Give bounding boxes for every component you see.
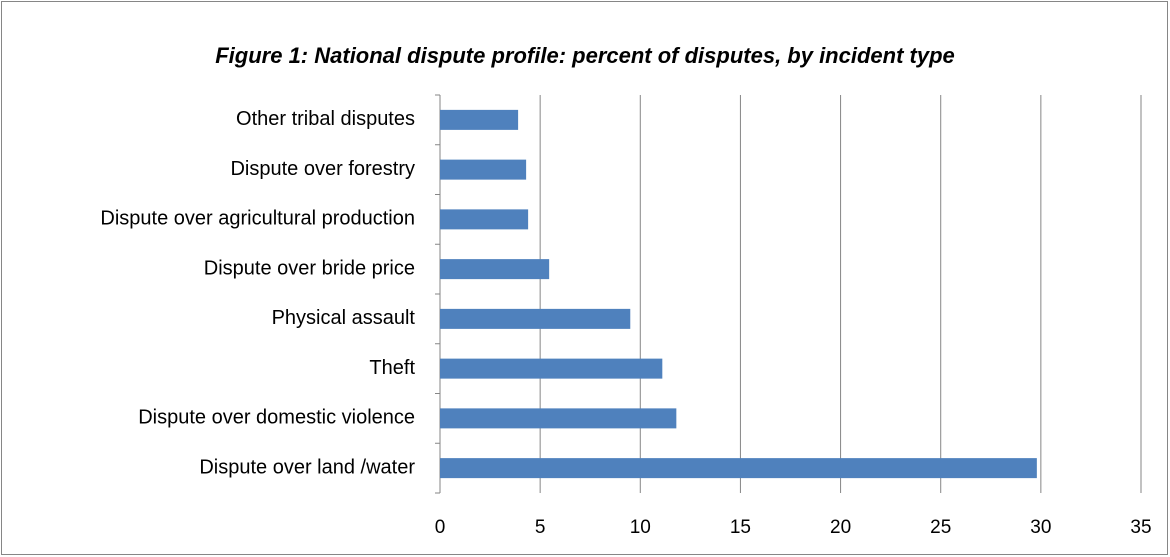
y-tick-label: Dispute over bride price xyxy=(204,257,415,279)
y-tick-label: Dispute over land /water xyxy=(199,456,415,478)
x-tick-label: 30 xyxy=(1030,517,1051,538)
y-tick-label: Physical assault xyxy=(272,307,416,329)
x-tick-label: 15 xyxy=(730,517,751,538)
y-tick-label: Other tribal disputes xyxy=(236,108,415,130)
bar xyxy=(440,159,527,180)
x-tick-label: 10 xyxy=(630,517,651,538)
bar xyxy=(440,458,1037,479)
bar xyxy=(440,109,519,130)
bar xyxy=(440,358,663,379)
y-tick-label: Dispute over domestic violence xyxy=(138,407,415,429)
x-tick-label: 5 xyxy=(535,517,546,538)
y-tick-label: Dispute over forestry xyxy=(230,158,415,180)
bar xyxy=(440,209,529,230)
y-tick-label: Theft xyxy=(369,357,415,379)
x-tick-label: 25 xyxy=(930,517,951,538)
x-tick-label: 35 xyxy=(1130,517,1151,538)
bar xyxy=(440,259,550,280)
x-tick-label: 0 xyxy=(435,517,446,538)
x-tick-label: 20 xyxy=(830,517,851,538)
bar xyxy=(440,408,677,429)
y-tick-label: Dispute over agricultural production xyxy=(100,208,415,230)
bar xyxy=(440,308,631,329)
chart-title: Figure 1: National dispute profile: perc… xyxy=(215,43,955,68)
